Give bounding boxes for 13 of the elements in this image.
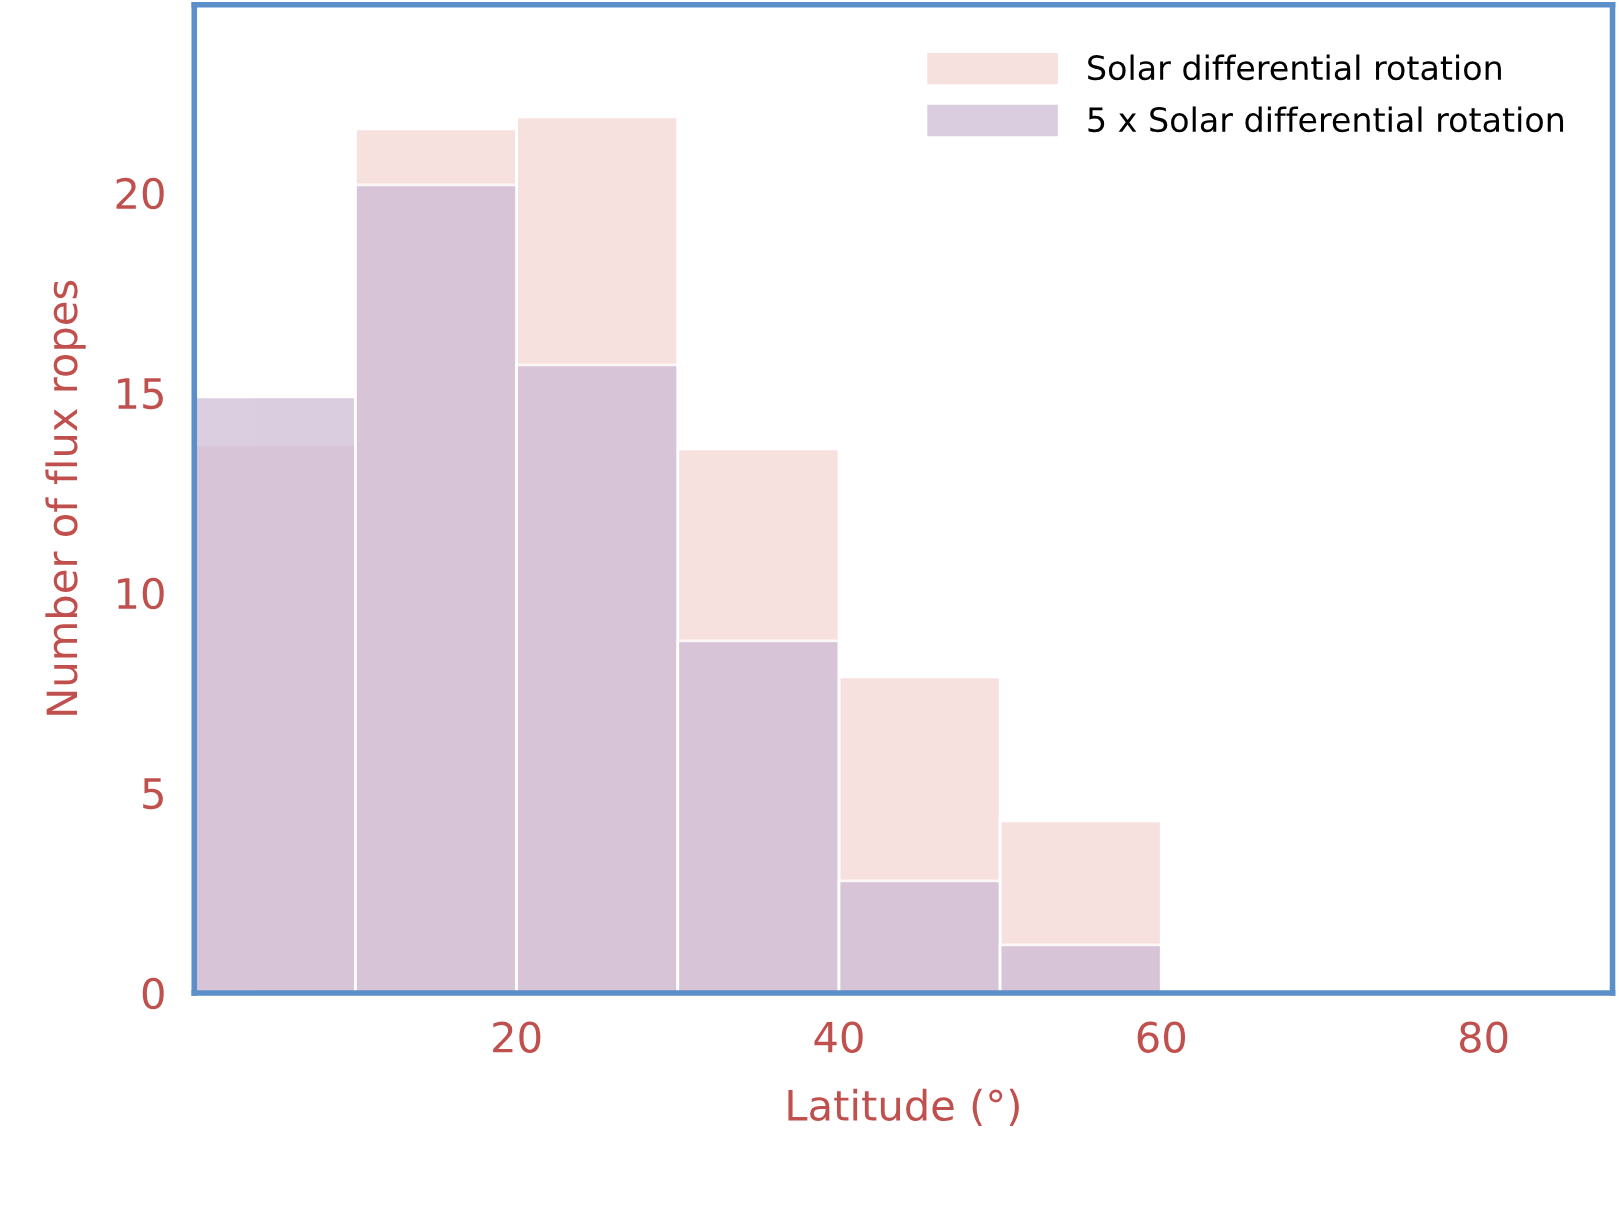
y-axis-title: Number of flux ropes: [45, 280, 86, 715]
y-tick-label: 15: [118, 378, 163, 410]
legend-label: 5 x Solar differential rotation: [1088, 106, 1564, 133]
x-tick-label: 80: [1459, 1021, 1508, 1053]
legend-label: Solar differential rotation: [1088, 54, 1501, 81]
x-axis-title: Latitude (°): [788, 1088, 1019, 1126]
x-tick-label: 60: [1137, 1021, 1186, 1053]
y-tick-label: 5: [143, 778, 163, 810]
y-tick-label: 0: [142, 977, 164, 1010]
x-tick-label: 20: [493, 1021, 541, 1053]
y-tick-label: 10: [118, 577, 164, 610]
x-tick-label: 40: [814, 1021, 863, 1053]
y-tick-label: 20: [116, 177, 164, 210]
